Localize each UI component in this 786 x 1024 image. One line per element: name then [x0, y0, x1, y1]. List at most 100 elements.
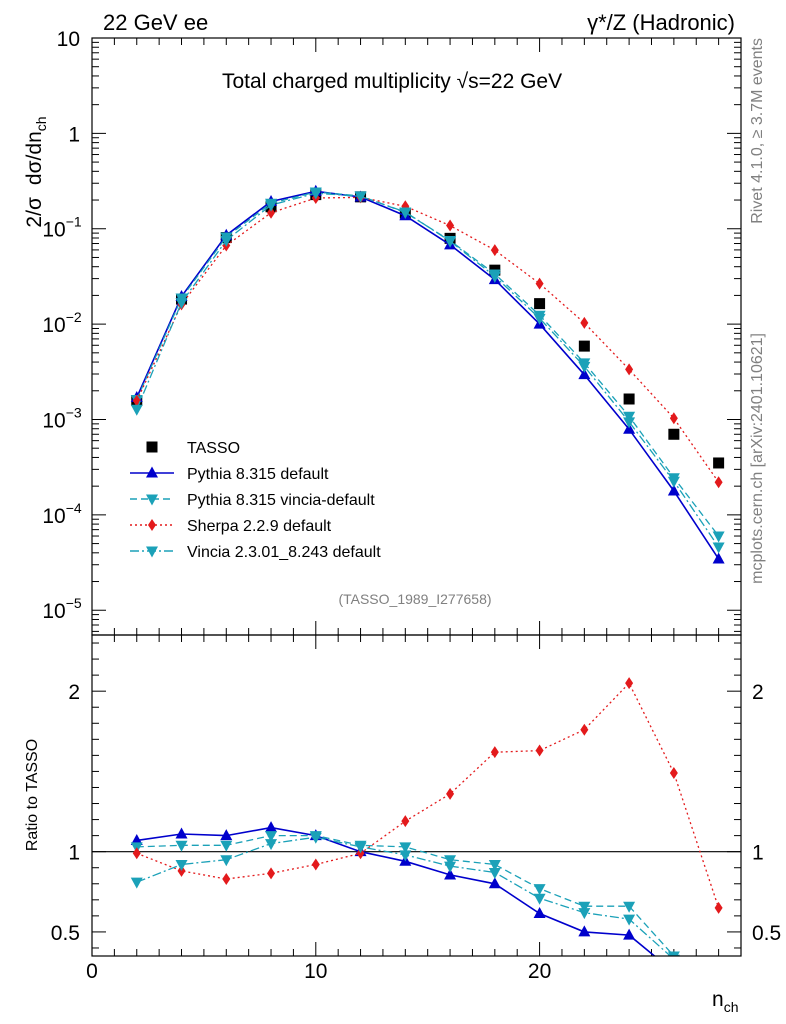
main-series [130, 184, 725, 564]
y-tick-label: 10−4 [42, 500, 82, 528]
legend-item-pythia: Pythia 8.315 default [130, 466, 329, 483]
point-sherpa [580, 316, 589, 329]
point-pythia_vincia [623, 411, 636, 423]
point-sherpa [535, 277, 544, 290]
series-pythia_vincia [130, 187, 725, 543]
legend-marker [146, 441, 158, 453]
y-tick-label: 10−2 [42, 309, 82, 337]
ratio-point-vincia [309, 832, 322, 844]
ratio-line-pythia [136, 826, 656, 956]
point-pythia [712, 552, 725, 564]
ratio-point-sherpa [580, 723, 589, 736]
ratio-point-pythia [668, 966, 680, 977]
y-axis-label: 2/σdσ/dnch [23, 116, 49, 227]
ratio-point-vincia [623, 914, 636, 926]
y-tick-label: 10−3 [42, 404, 82, 432]
point-tasso [534, 298, 546, 310]
legend: TASSO Pythia 8.315 default Pythia 8.315 vi… [130, 440, 381, 561]
x-tick-label: 20 [528, 960, 551, 983]
point-tasso [713, 457, 725, 469]
ratio-point-sherpa [714, 901, 723, 914]
point-vincia [578, 361, 591, 373]
ratio-point-pythia_vincia [667, 951, 680, 956]
legend-label: Vincia 2.3.01_8.243 default [187, 544, 381, 561]
ratio-point-pythia_vincia [578, 901, 591, 913]
ratio-point-vincia [175, 860, 188, 872]
ratio-point-sherpa [267, 867, 276, 880]
y-tick-label: 1 [68, 123, 80, 146]
point-sherpa [267, 206, 276, 219]
point-tasso [578, 340, 590, 352]
ratio-point-pythia [444, 868, 457, 880]
legend-item-sherpa: Sherpa 2.2.9 default [130, 518, 332, 535]
ratio-y-tick-label-left: 0.5 [51, 922, 80, 945]
point-vincia [265, 200, 278, 212]
point-pythia [578, 368, 591, 380]
point-vincia [130, 404, 143, 416]
ratio-point-vincia [354, 842, 367, 854]
ratio-point-pythia [265, 821, 278, 833]
x-tick-label: 0 [86, 960, 98, 983]
ratio-point-pythia [220, 829, 233, 841]
ratio-point-sherpa [311, 858, 320, 871]
main-panel: Total charged multiplicity √s=22 GeV 2/σ… [23, 28, 742, 636]
ratio-point-sherpa [222, 872, 231, 885]
ratio-point-pythia_vincia [444, 855, 457, 867]
plot-title: Total charged multiplicity √s=22 GeV [222, 70, 562, 93]
point-tasso [668, 428, 680, 440]
ratio-frame [91, 634, 742, 957]
legend-label: Pythia 8.315 vincia-default [187, 492, 375, 509]
ratio-point-vincia [488, 868, 501, 880]
point-sherpa [490, 244, 499, 257]
legend-label: Sherpa 2.2.9 default [187, 518, 332, 535]
ratio-point-pythia [175, 827, 188, 839]
header-right-label: γ*/Z (Hadronic) [587, 10, 735, 35]
ratio-point-pythia [488, 877, 501, 889]
ratio-point-pythia [130, 833, 143, 845]
legend-label: Pythia 8.315 default [187, 466, 329, 483]
point-vincia [488, 271, 501, 283]
point-pythia_vincia [712, 531, 725, 543]
series-vincia [130, 188, 725, 554]
ratio-point-sherpa [490, 746, 499, 759]
ratio-point-sherpa [401, 815, 410, 828]
ratio-point-vincia [533, 893, 546, 905]
ratio-point-sherpa [446, 787, 455, 800]
ratio-axis-ticks [91, 635, 742, 956]
ratio-y-tick-label-right: 0.5 [752, 922, 781, 945]
point-tasso [623, 393, 635, 405]
legend-marker [146, 494, 158, 506]
legend-marker [146, 546, 158, 558]
point-vincia [354, 191, 367, 203]
x-axis-label: nch [712, 988, 738, 1015]
point-pythia [667, 484, 680, 496]
ratio-point-pythia_vincia [623, 901, 636, 913]
point-vincia [712, 542, 725, 554]
ratio-panel: Ratio to TASSO 0.5 0.5 1 1 2 2 0 10 20 nch [24, 634, 781, 1015]
legend-item-tasso: TASSO [146, 440, 240, 457]
point-vincia [623, 417, 636, 429]
ratio-y-tick-label-right: 2 [752, 681, 764, 704]
ratio-series-pythia [130, 821, 680, 977]
point-vincia [667, 476, 680, 488]
mcplots-label: mcplots.cern.ch [arXiv:2401.10621] [749, 333, 766, 584]
point-vincia [399, 207, 412, 219]
ratio-y-axis-label: Ratio to TASSO [24, 739, 41, 851]
ratio-point-pythia [623, 928, 636, 940]
point-vincia [533, 313, 546, 325]
legend-marker [148, 519, 156, 531]
point-vincia [309, 188, 322, 200]
main-y-tick-labels: 10 1 10−1 10−2 10−3 10−4 10−5 [42, 28, 82, 623]
ratio-point-pythia_vincia [265, 831, 278, 843]
ratio-point-sherpa [625, 677, 634, 690]
ratio-point-pythia_vincia [220, 840, 233, 852]
point-sherpa [714, 476, 723, 489]
point-vincia [220, 235, 233, 247]
ratio-series-pythia_vincia [130, 831, 680, 956]
ratio-point-pythia_vincia [533, 884, 546, 896]
ratio-point-vincia [399, 850, 412, 862]
series-line-pythia [136, 190, 720, 560]
ratio-y-tick-labels: 0.5 0.5 1 1 2 2 [51, 681, 781, 945]
legend-item-pythia_vincia: Pythia 8.315 vincia-default [130, 492, 375, 509]
ratio-point-vincia [265, 839, 278, 851]
